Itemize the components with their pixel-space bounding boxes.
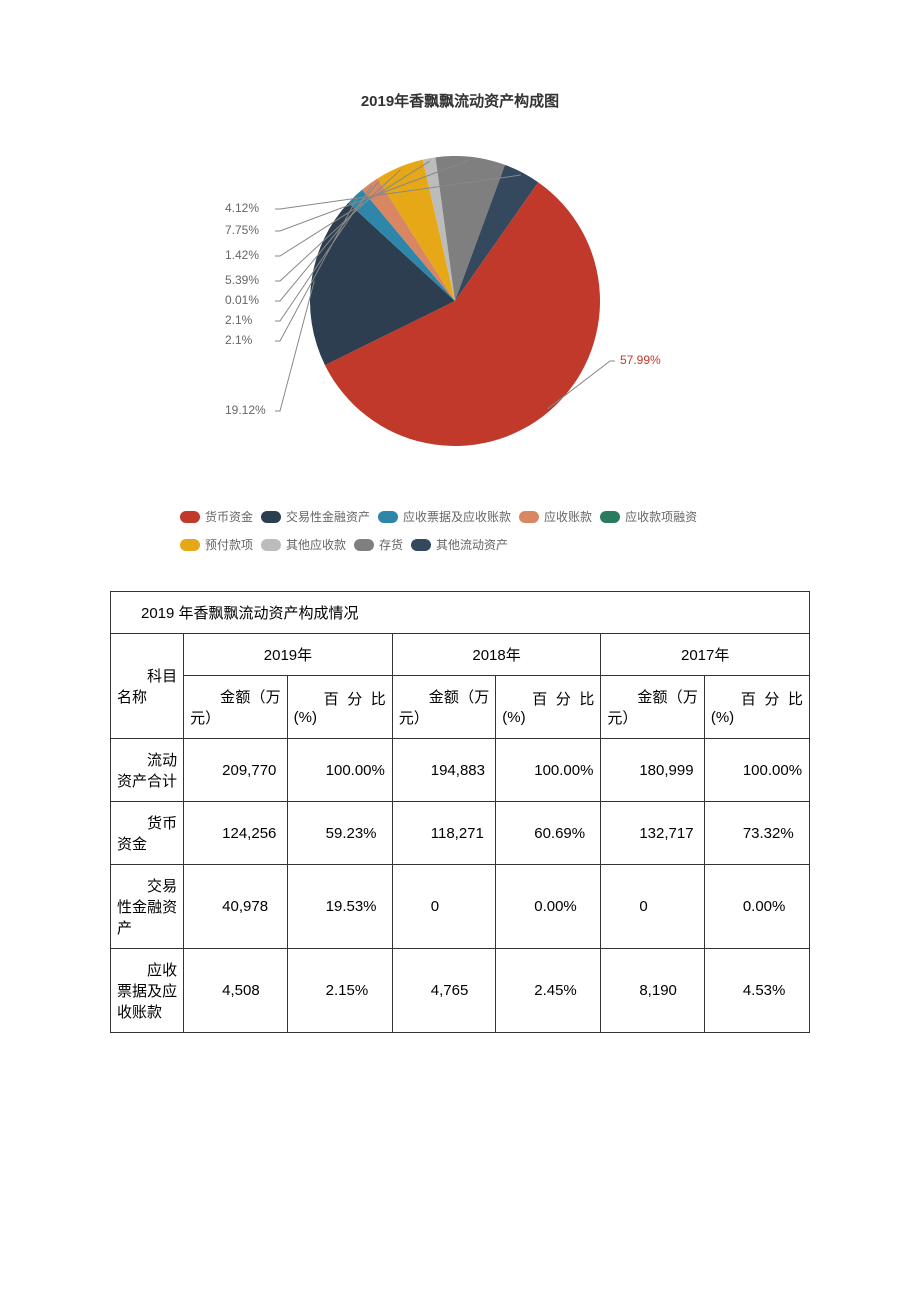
table-cell: 100.00%	[704, 739, 809, 802]
data-table-wrap: 2019 年香飘飘流动资产构成情况 科目名称 2019年 2018年 2017年…	[110, 591, 810, 1033]
row-name: 货币资金	[111, 802, 184, 865]
table-row: 流动资产合计209,770100.00%194,883100.00%180,99…	[111, 739, 810, 802]
legend-label: 其他应收款	[286, 534, 346, 556]
chart-title: 2019年香飘飘流动资产构成图	[110, 90, 810, 111]
legend-item: 货币资金	[180, 506, 253, 528]
row-name: 流动资产合计	[111, 739, 184, 802]
legend-swatch	[261, 511, 281, 523]
legend-item: 应收票据及应收账款	[378, 506, 511, 528]
table-cell: 19.53%	[287, 865, 392, 949]
pie-slice-label: 57.99%	[620, 353, 661, 367]
sub-percent-0: 百分比(%)	[287, 676, 392, 739]
sub-amount-0: 金额（万元）	[184, 676, 287, 739]
table-cell: 194,883	[392, 739, 495, 802]
legend-swatch	[261, 539, 281, 551]
table-cell: 73.32%	[704, 802, 809, 865]
legend-label: 预付款项	[205, 534, 253, 556]
table-cell: 118,271	[392, 802, 495, 865]
legend-swatch	[411, 539, 431, 551]
legend-swatch	[180, 511, 200, 523]
legend-label: 应收款项融资	[625, 506, 697, 528]
sub-amount-1: 金额（万元）	[392, 676, 495, 739]
pie-slice-label: 1.42%	[225, 248, 259, 262]
table-title: 2019 年香飘飘流动资产构成情况	[111, 592, 810, 634]
table-cell: 0	[601, 865, 704, 949]
legend-item: 应收账款	[519, 506, 592, 528]
table-cell: 124,256	[184, 802, 287, 865]
table-cell: 60.69%	[496, 802, 601, 865]
legend-item: 预付款项	[180, 534, 253, 556]
data-table: 2019 年香飘飘流动资产构成情况 科目名称 2019年 2018年 2017年…	[110, 591, 810, 1033]
legend-swatch	[180, 539, 200, 551]
col-rowname: 科目名称	[111, 634, 184, 739]
table-title-row: 2019 年香飘飘流动资产构成情况	[111, 592, 810, 634]
legend-swatch	[519, 511, 539, 523]
legend-label: 应收账款	[544, 506, 592, 528]
sub-amount-2: 金额（万元）	[601, 676, 704, 739]
table-cell: 180,999	[601, 739, 704, 802]
table-cell: 8,190	[601, 949, 704, 1033]
sub-percent-2: 百分比(%)	[704, 676, 809, 739]
table-cell: 4.53%	[704, 949, 809, 1033]
legend-label: 货币资金	[205, 506, 253, 528]
legend-label: 其他流动资产	[436, 534, 508, 556]
legend-item: 其他应收款	[261, 534, 346, 556]
table-subheader-row: 金额（万元） 百分比(%) 金额（万元） 百分比(%) 金额（万元） 百分比(%…	[111, 676, 810, 739]
table-cell: 59.23%	[287, 802, 392, 865]
legend-item: 存货	[354, 534, 403, 556]
row-name: 交易性金融资产	[111, 865, 184, 949]
legend-item: 应收款项融资	[600, 506, 697, 528]
table-cell: 132,717	[601, 802, 704, 865]
pie-slice-label: 2.1%	[225, 333, 252, 347]
legend-item: 其他流动资产	[411, 534, 508, 556]
legend-swatch	[378, 511, 398, 523]
table-row: 应收票据及应收账款4,5082.15%4,7652.45%8,1904.53%	[111, 949, 810, 1033]
table-cell: 0.00%	[704, 865, 809, 949]
legend-label: 交易性金融资产	[286, 506, 370, 528]
table-row: 货币资金124,25659.23%118,27160.69%132,71773.…	[111, 802, 810, 865]
legend-item: 交易性金融资产	[261, 506, 370, 528]
table-cell: 100.00%	[287, 739, 392, 802]
chart-legend: 货币资金 交易性金融资产 应收票据及应收账款 应收账款 应收款项融资预付款项 其他应收款 存…	[180, 506, 740, 556]
table-cell: 100.00%	[496, 739, 601, 802]
table-cell: 0	[392, 865, 495, 949]
table-year-row: 科目名称 2019年 2018年 2017年	[111, 634, 810, 676]
legend-swatch	[600, 511, 620, 523]
table-cell: 0.00%	[496, 865, 601, 949]
pie-slice-label: 2.1%	[225, 313, 252, 327]
sub-percent-1: 百分比(%)	[496, 676, 601, 739]
table-cell: 2.45%	[496, 949, 601, 1033]
legend-label: 存货	[379, 534, 403, 556]
row-name: 应收票据及应收账款	[111, 949, 184, 1033]
pie-canvas	[310, 156, 600, 446]
table-cell: 209,770	[184, 739, 287, 802]
table-cell: 4,508	[184, 949, 287, 1033]
pie-slice-label: 0.01%	[225, 293, 259, 307]
pie-slice-label: 19.12%	[225, 403, 266, 417]
year-2: 2017年	[601, 634, 810, 676]
year-0: 2019年	[184, 634, 393, 676]
legend-label: 应收票据及应收账款	[403, 506, 511, 528]
pie-slice-label: 4.12%	[225, 201, 259, 215]
table-cell: 40,978	[184, 865, 287, 949]
pie-chart: 57.99% 19.12% 2.1% 2.1% 0.01% 5.39% 1.42% 7.75%…	[110, 136, 810, 496]
table-cell: 2.15%	[287, 949, 392, 1033]
pie-slice-label: 7.75%	[225, 223, 259, 237]
table-row: 交易性金融资产40,97819.53%00.00%00.00%	[111, 865, 810, 949]
year-1: 2018年	[392, 634, 601, 676]
pie-slice-label: 5.39%	[225, 273, 259, 287]
table-cell: 4,765	[392, 949, 495, 1033]
pie-leader-line	[275, 281, 314, 411]
legend-swatch	[354, 539, 374, 551]
